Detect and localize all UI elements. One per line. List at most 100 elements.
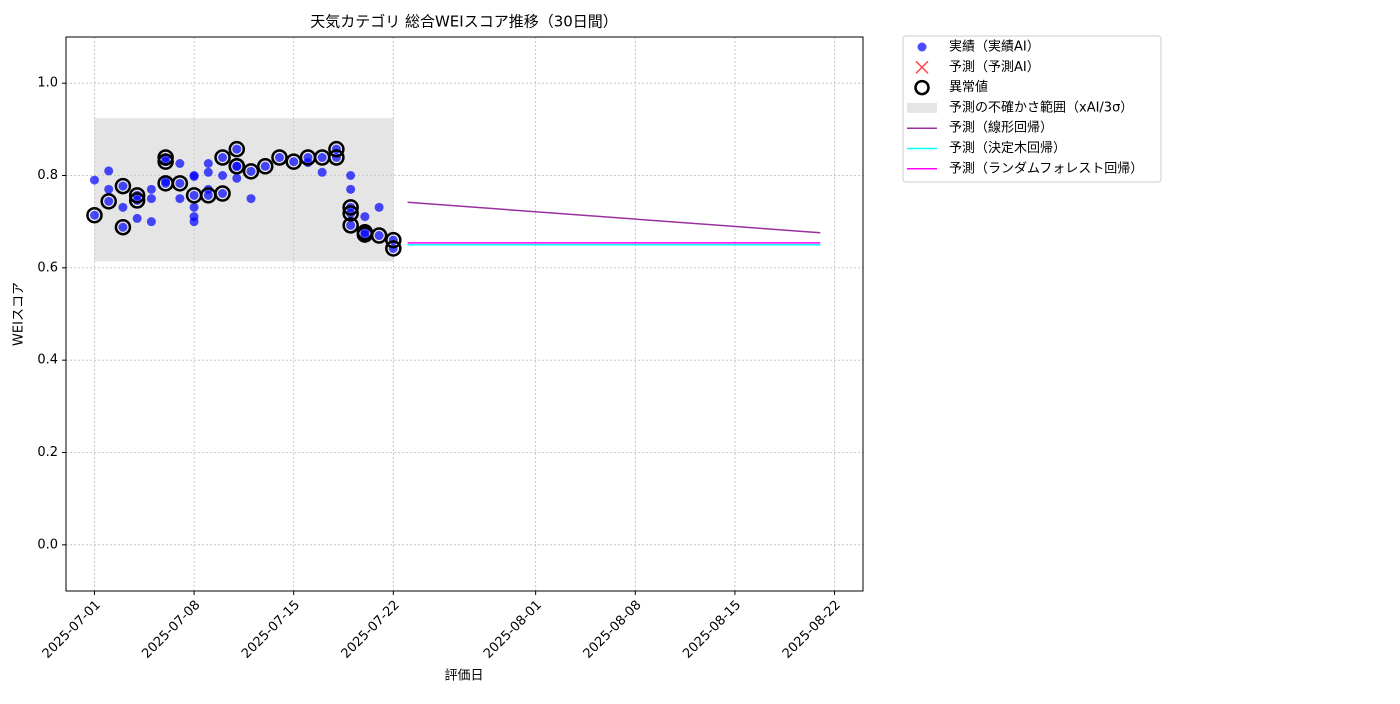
anomaly-marker xyxy=(228,140,246,158)
actual-point xyxy=(89,175,99,185)
x-tick-label: 2025-07-22 xyxy=(339,598,403,662)
x-tick-label: 2025-07-01 xyxy=(40,598,104,662)
legend-marker xyxy=(914,79,930,96)
legend-label: 予測（決定木回帰） xyxy=(949,140,1066,156)
x-tick-label: 2025-07-15 xyxy=(239,598,303,662)
actual-point xyxy=(175,178,185,188)
actual-point xyxy=(161,178,171,188)
actual-point xyxy=(189,202,199,212)
actual-point xyxy=(274,152,284,162)
anomaly-marker xyxy=(370,227,388,244)
y-axis-label: WEIスコア xyxy=(12,282,27,346)
anomaly-marker xyxy=(385,231,402,249)
actual-point xyxy=(132,213,142,223)
actual-point xyxy=(374,231,384,241)
x-axis-label: 評価日 xyxy=(444,669,483,684)
y-tick-label: 0.2 xyxy=(37,445,58,460)
anomaly-marker xyxy=(86,206,103,224)
anomaly-marker xyxy=(214,149,231,166)
x-tick-label: 2025-08-22 xyxy=(780,598,844,662)
actual-point xyxy=(203,158,213,168)
actual-point xyxy=(89,210,99,220)
legend-label: 異常値 xyxy=(949,79,988,95)
anomaly-marker xyxy=(342,205,359,222)
uncertainty-band xyxy=(94,118,394,262)
actual-point xyxy=(289,157,299,167)
actual-point xyxy=(189,217,199,227)
actual-point xyxy=(104,184,114,194)
anomaly-marker xyxy=(328,140,345,158)
actual-point xyxy=(203,190,213,200)
actual-point xyxy=(189,171,199,180)
actual-point xyxy=(118,202,128,212)
actual-point xyxy=(360,230,370,240)
legend-marker xyxy=(915,60,929,74)
actual-point xyxy=(146,217,156,227)
actual-point xyxy=(246,194,256,204)
legend-label: 実績（実績AI） xyxy=(949,39,1040,55)
actual-point xyxy=(189,190,199,200)
anomaly-marker xyxy=(257,158,274,175)
actual-point xyxy=(118,222,128,232)
actual-point xyxy=(146,184,156,194)
anomaly-marker xyxy=(228,158,246,175)
x-tick-label: 2025-08-15 xyxy=(680,598,744,662)
actual-point xyxy=(346,171,356,180)
legend-marker xyxy=(907,102,937,113)
legend-marker xyxy=(917,42,927,52)
anomaly-marker xyxy=(342,199,359,216)
actual-point xyxy=(374,202,384,212)
prediction-line xyxy=(407,201,821,234)
x-tick-label: 2025-08-08 xyxy=(581,598,645,662)
legend-label: 予測の不確かさ範囲（xAI/3σ） xyxy=(949,99,1133,115)
legend-label: 予測（予測AI） xyxy=(949,60,1040,75)
legend-label: 予測（線形回帰） xyxy=(949,120,1053,136)
actual-point xyxy=(104,196,114,206)
anomaly-marker xyxy=(171,175,189,192)
actual-point xyxy=(104,166,114,176)
actual-point xyxy=(232,173,242,183)
anomaly-marker xyxy=(242,163,260,180)
legend-label: 予測（ランダムフォレスト回帰） xyxy=(949,160,1143,176)
actual-point xyxy=(360,212,370,222)
anomaly-marker xyxy=(114,177,132,195)
anomaly-marker xyxy=(100,193,117,210)
anomaly-marker xyxy=(271,149,288,166)
actual-point xyxy=(317,167,327,177)
actual-point xyxy=(203,167,213,177)
actual-point xyxy=(246,166,256,176)
anomaly-marker xyxy=(128,192,146,209)
actual-point xyxy=(260,161,270,171)
y-tick-label: 1.0 xyxy=(37,76,58,91)
actual-point xyxy=(218,189,228,199)
anomaly-marker xyxy=(214,185,231,202)
y-tick-label: 0.6 xyxy=(37,260,58,275)
actual-point xyxy=(175,194,185,204)
actual-point xyxy=(232,144,242,154)
actual-point xyxy=(118,181,128,191)
y-tick-label: 0.8 xyxy=(37,168,58,183)
y-tick-label: 0.4 xyxy=(37,353,58,368)
actual-point xyxy=(232,161,242,171)
anomaly-marker xyxy=(114,218,132,236)
y-tick-label: 0.0 xyxy=(37,537,58,552)
actual-point xyxy=(218,171,228,180)
actual-point xyxy=(346,220,356,230)
x-tick-label: 2025-08-01 xyxy=(481,598,545,662)
plot-frame xyxy=(65,36,864,592)
anomaly-marker xyxy=(128,187,146,204)
legend-frame xyxy=(902,35,1162,183)
anomaly-marker xyxy=(328,149,345,166)
chart-title: 天気カテゴリ 総合WEIスコア推移（30日間） xyxy=(310,13,618,31)
actual-point xyxy=(317,152,327,162)
anomaly-marker xyxy=(157,153,174,170)
anomaly-marker xyxy=(342,217,359,234)
actual-point xyxy=(218,152,228,162)
actual-point xyxy=(175,158,185,168)
anomaly-marker xyxy=(385,240,402,257)
anomaly-marker xyxy=(285,153,302,170)
x-tick-label: 2025-07-08 xyxy=(139,598,203,662)
actual-point xyxy=(346,184,356,194)
